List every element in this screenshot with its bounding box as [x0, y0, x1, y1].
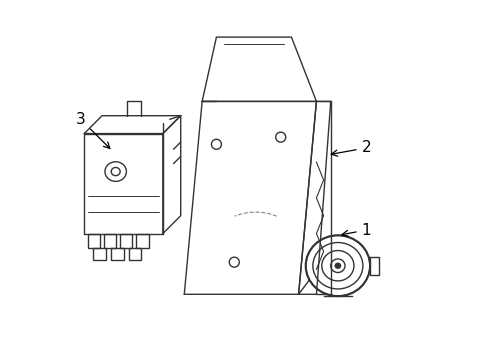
Bar: [120, 234, 132, 248]
Text: 3: 3: [76, 112, 110, 148]
Bar: [93, 248, 106, 260]
Bar: [88, 234, 100, 248]
Text: 2: 2: [331, 140, 371, 156]
Text: 1: 1: [342, 222, 371, 238]
Ellipse shape: [335, 263, 341, 268]
Bar: [136, 234, 148, 248]
Bar: [129, 248, 142, 260]
Bar: [111, 248, 123, 260]
Bar: [104, 234, 117, 248]
